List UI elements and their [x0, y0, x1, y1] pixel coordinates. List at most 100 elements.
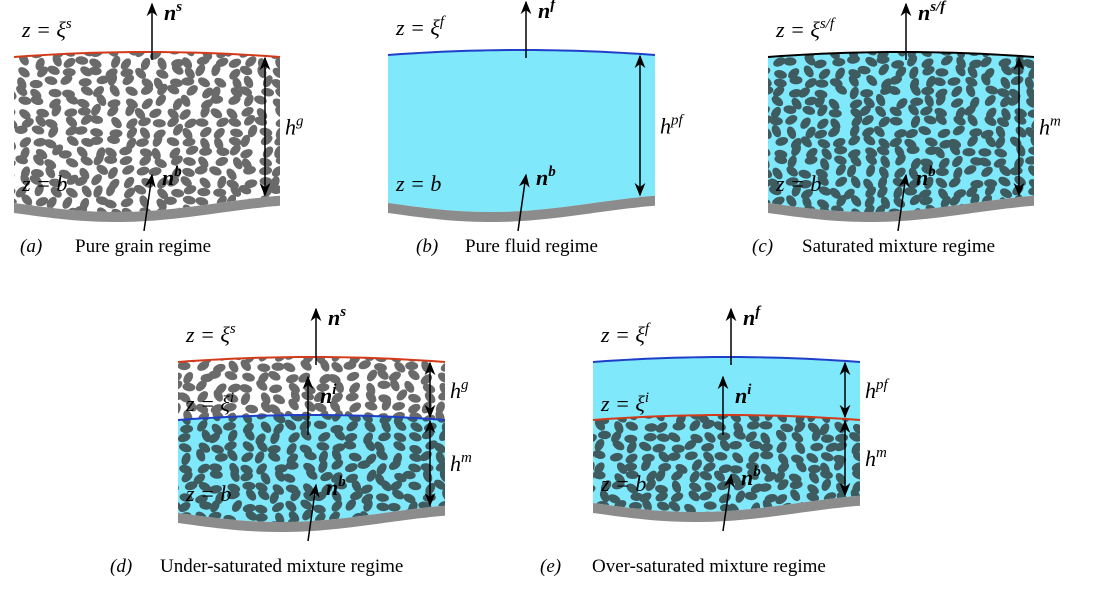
grain: [270, 342, 283, 357]
top-normal-label-sup: s/f: [929, 0, 947, 15]
bottom-normal-label-base: n: [162, 165, 174, 190]
top-normal-label-sup: s: [175, 0, 182, 15]
top-normal-label-sup: s: [339, 304, 346, 320]
grain: [578, 512, 593, 524]
bottom-normal-label-sup: b: [928, 164, 936, 180]
grain: [818, 341, 833, 353]
grain: [698, 341, 711, 356]
bottom-normal-label-sup: b: [338, 474, 346, 490]
height-label-base: h: [450, 451, 461, 476]
grain: [963, 148, 976, 156]
grain: [298, 339, 313, 354]
grain: [164, 461, 179, 476]
figure: z = ξsnshgz = bnb(a)Pure grain regimez =…: [0, 0, 1103, 589]
height-label-base: h: [660, 114, 671, 139]
grain: [163, 441, 178, 455]
grain: [163, 421, 178, 435]
grain: [891, 35, 904, 44]
top-normal-label-base: n: [328, 305, 340, 330]
grain: [880, 36, 892, 51]
top-label: z = ξs/f: [775, 16, 836, 42]
bottom-normal-label-base: n: [916, 165, 928, 190]
panel-tag: (e): [540, 556, 561, 577]
grain: [0, 124, 15, 139]
grain: [165, 469, 179, 484]
grain: [580, 402, 595, 414]
bottom-label: z = b: [395, 171, 441, 196]
interface-label-base: z = ξ: [600, 391, 645, 416]
grain: [579, 441, 594, 456]
grain: [181, 77, 194, 85]
grain: [164, 357, 178, 372]
grain: [379, 341, 393, 356]
grain: [951, 35, 966, 50]
grain: [905, 39, 918, 48]
grain: [403, 340, 418, 355]
height-label-sup: m: [1050, 114, 1061, 130]
height-label-sup: g: [461, 377, 469, 393]
grain: [418, 342, 433, 356]
grain: [316, 344, 330, 355]
grain: [763, 337, 778, 352]
grain: [226, 34, 241, 49]
grain: [580, 473, 595, 485]
grain: [1023, 206, 1038, 221]
grain: [437, 518, 451, 533]
grain: [689, 340, 703, 350]
interface-label: z = ξi: [600, 390, 649, 416]
grain: [965, 35, 979, 50]
grain: [347, 342, 362, 356]
grain: [330, 343, 343, 352]
grain: [834, 512, 849, 524]
grain: [0, 175, 13, 187]
grain: [0, 46, 14, 57]
grain: [422, 339, 437, 351]
grain: [347, 342, 361, 353]
grain: [166, 523, 180, 533]
top-normal-label-base: n: [743, 305, 755, 330]
grain: [806, 337, 821, 352]
height-label-sup: m: [876, 445, 887, 461]
grain: [163, 515, 176, 523]
grain: [165, 451, 180, 466]
top-label-base: z = ξ: [185, 322, 230, 347]
panel-caption: Pure grain regime: [75, 236, 211, 257]
grain: [165, 417, 179, 432]
grain: [0, 147, 14, 160]
grain: [982, 36, 997, 51]
height-label-base: h: [450, 378, 461, 403]
bottom-label: z = b: [21, 171, 67, 196]
grain: [752, 96, 767, 111]
height-label: hm: [865, 445, 887, 471]
grain: [163, 493, 178, 506]
grain: [657, 340, 672, 352]
grain: [757, 44, 770, 59]
grain: [775, 343, 790, 355]
grain: [125, 37, 140, 49]
grain: [245, 34, 260, 46]
grain: [439, 517, 453, 532]
panel-tag: (a): [20, 236, 42, 257]
grain: [790, 341, 805, 356]
grain: [256, 35, 270, 50]
grain: [390, 340, 405, 354]
height-label-sup: m: [461, 450, 472, 466]
grain: [1023, 37, 1038, 50]
top-label: z = ξs: [185, 321, 236, 347]
height-label: hg: [285, 114, 304, 140]
grain: [968, 48, 981, 56]
grain: [163, 350, 178, 364]
panel-tag: (d): [110, 556, 132, 577]
grain: [862, 36, 877, 49]
bottom-label: z = b: [775, 171, 821, 196]
top-label-sup: f: [645, 321, 651, 337]
top-label-base: z = ξ: [21, 17, 66, 42]
top-normal-label: ns/f: [918, 0, 947, 25]
grain: [163, 408, 176, 423]
interface-normal-label-base: n: [735, 383, 747, 408]
top-label-sup: f: [440, 14, 446, 30]
grain: [754, 134, 769, 148]
height-label: hm: [450, 450, 472, 476]
top-label: z = ξf: [600, 321, 651, 347]
grain: [375, 522, 390, 535]
